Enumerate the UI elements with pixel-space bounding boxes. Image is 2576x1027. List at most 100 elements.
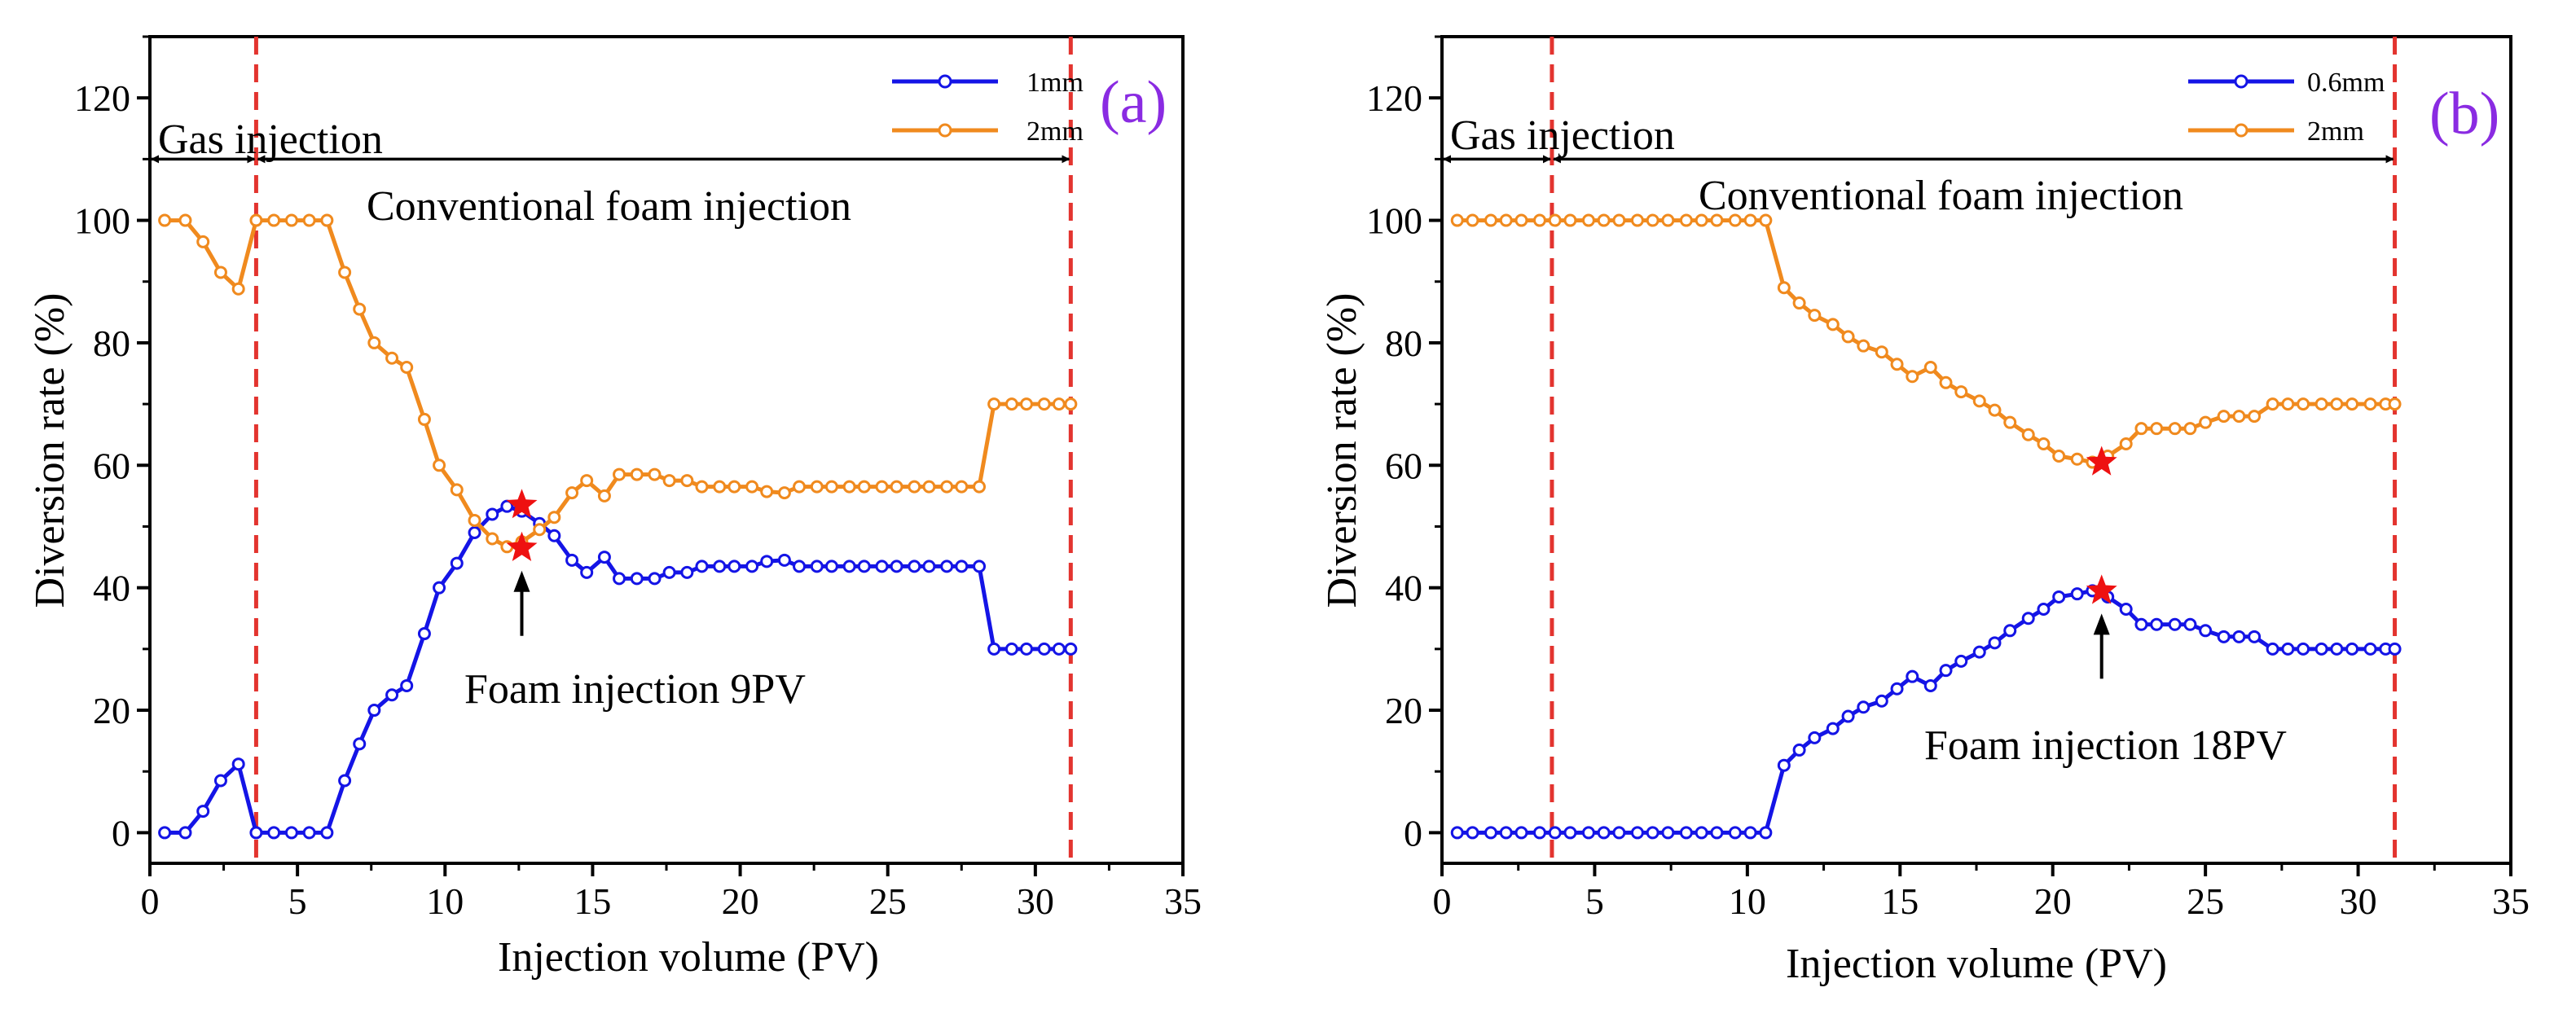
data-point [284, 213, 298, 227]
data-point [417, 627, 431, 641]
data-point [1808, 731, 1822, 744]
data-point [695, 480, 709, 494]
data-point [2297, 397, 2310, 411]
data-point [793, 480, 807, 494]
data-point [745, 480, 759, 494]
data-point [940, 480, 954, 494]
data-point [1646, 213, 1659, 227]
data-point [2266, 642, 2279, 656]
x-tick-label: 20 [722, 880, 759, 922]
data-point [2168, 422, 2182, 436]
data-point [385, 688, 399, 702]
data-point [857, 480, 871, 494]
data-point [1890, 682, 1904, 696]
data-point [196, 235, 210, 248]
data-point [213, 774, 227, 788]
data-point [613, 467, 626, 481]
data-point [1597, 213, 1611, 227]
data-point [1972, 645, 1986, 659]
data-point [824, 560, 838, 573]
data-point [1037, 642, 1051, 656]
y-tick-label: 80 [1385, 323, 1422, 364]
data-point [2052, 590, 2066, 603]
x-axis-title: Injection volume (PV) [1786, 941, 2167, 987]
data-point [302, 826, 316, 840]
data-point [1890, 358, 1904, 371]
data-point [1548, 213, 1562, 227]
data-point [2037, 602, 2051, 616]
data-point [158, 826, 172, 840]
x-tick-label: 15 [574, 880, 611, 922]
data-point [1548, 826, 1562, 840]
peak-star-marker [2086, 445, 2117, 476]
data-point [1743, 826, 1757, 840]
data-point [417, 412, 431, 426]
data-point [680, 565, 694, 579]
x-tick-label: 30 [1017, 880, 1054, 922]
data-point [713, 560, 727, 573]
data-point [433, 581, 446, 595]
data-point [2345, 397, 2359, 411]
legend-label-2mm: 2mm [1026, 116, 1084, 147]
data-point [1695, 826, 1708, 840]
data-point [810, 480, 824, 494]
data-point [213, 266, 227, 279]
data-point [680, 474, 694, 488]
data-point [2021, 612, 2035, 625]
data-point [2003, 415, 2017, 429]
data-point [1906, 370, 1919, 384]
data-point [2168, 617, 2182, 631]
data-point [2232, 630, 2246, 643]
peak-star-marker [506, 489, 538, 519]
data-point [2217, 410, 2231, 424]
y-tick-labels: 0 20 40 60 80 100 120 [74, 77, 130, 854]
x-tick-label: 15 [1881, 880, 1919, 922]
data-point [580, 565, 594, 579]
x-tick-label: 35 [1164, 880, 1202, 922]
data-point [1792, 743, 1806, 757]
y-tick-label: 20 [1385, 690, 1422, 731]
data-point [1532, 826, 1546, 840]
data-point [1581, 213, 1595, 227]
data-point [922, 480, 936, 494]
data-point [2345, 642, 2359, 656]
data-point [2363, 642, 2377, 656]
data-point [1019, 397, 1033, 411]
panel-label-a: (a) [1100, 69, 1167, 136]
data-point [1710, 213, 1724, 227]
data-point [450, 556, 464, 570]
x-tick-marks [148, 863, 1185, 876]
series-line-2mm [165, 218, 1071, 549]
x-tick-label: 10 [426, 880, 464, 922]
data-point [793, 560, 807, 573]
data-point [2281, 642, 2295, 656]
gas-injection-label: Gas injection [158, 116, 383, 163]
data-point [760, 485, 774, 498]
y-tick-label: 60 [1385, 445, 1422, 486]
legend-label-2mm: 2mm [2307, 116, 2364, 147]
data-point [1484, 213, 1497, 227]
data-point [1841, 330, 1855, 344]
y-tick-marks [1429, 35, 1442, 835]
data-point [1777, 758, 1791, 772]
data-point [857, 560, 871, 573]
y-tick-label: 120 [1366, 77, 1422, 119]
data-point [1875, 694, 1888, 708]
panel-a: 0 5 10 15 20 25 30 35 0 20 40 60 80 100 … [27, 35, 1202, 981]
data-point [178, 213, 192, 227]
data-point [565, 553, 579, 567]
x-tick-marks [1440, 863, 2512, 876]
data-point [1728, 826, 1742, 840]
data-point [940, 560, 954, 573]
data-point [648, 467, 662, 481]
data-point [1841, 709, 1855, 723]
legend: 0.6mm 2mm [2188, 68, 2385, 147]
series-line-0.6mm [1457, 588, 2395, 835]
data-point [231, 757, 245, 771]
data-point [433, 459, 446, 472]
data-point [2363, 397, 2377, 411]
data-point [547, 529, 561, 542]
data-point [1777, 281, 1791, 295]
data-point [1563, 213, 1577, 227]
data-point [367, 704, 381, 718]
